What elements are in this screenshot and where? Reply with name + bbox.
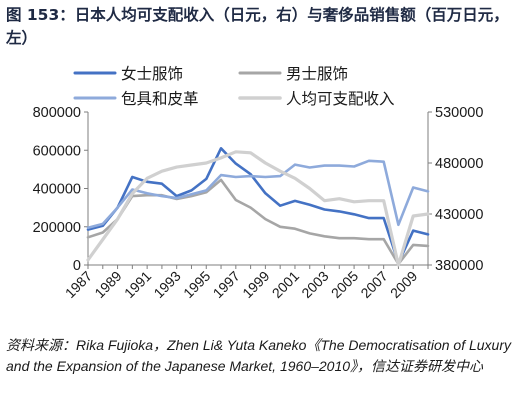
chart-series	[86, 147, 430, 267]
series-line	[86, 159, 430, 229]
y-tick-label: 600000	[33, 143, 81, 159]
x-tick-label: 1991	[121, 268, 154, 301]
y2-tick-label: 380000	[435, 258, 483, 274]
x-tick-label: 2007	[357, 268, 390, 301]
y-tick-label: 400000	[33, 182, 81, 198]
y-tick-label: 800000	[33, 105, 81, 121]
x-tick-label: 1995	[180, 268, 213, 301]
series-line	[86, 147, 430, 265]
x-tick-label: 2009	[387, 268, 420, 301]
x-tick-label: 1993	[150, 268, 183, 301]
y-tick-label: 0	[73, 258, 81, 274]
y-tick-label: 200000	[33, 220, 81, 236]
y2-tick-label: 430000	[435, 207, 483, 223]
figure-title: 图 153：日本人均可支配收入（日元，右）与奢侈品销售额（百万日元，左）	[6, 6, 509, 47]
legend-label: 人均可支配收入	[286, 90, 395, 108]
legend-label: 包具和皮革	[121, 90, 199, 108]
legend-label: 女士服饰	[121, 64, 183, 83]
x-tick-label: 2005	[328, 268, 361, 301]
x-tick-label: 1999	[239, 268, 272, 301]
series-line	[86, 150, 430, 267]
x-tick-label: 1997	[210, 268, 243, 301]
x-tick-label: 2001	[269, 268, 302, 301]
source-note: 资料来源：Rika Fujioka，Zhen Li& Yuta Kaneko《T…	[6, 337, 511, 374]
x-tick-label: 2003	[298, 268, 331, 301]
y2-tick-label: 480000	[435, 156, 483, 172]
chart-axes: 0 200000 400000 600000 800000 380000 430000 480…	[33, 105, 484, 301]
series-line	[86, 178, 430, 266]
legend-label: 男士服饰	[286, 65, 348, 83]
x-tick-label: 1987	[62, 268, 95, 301]
x-tick-label: 1989	[91, 268, 124, 301]
y2-tick-label: 530000	[435, 105, 483, 121]
